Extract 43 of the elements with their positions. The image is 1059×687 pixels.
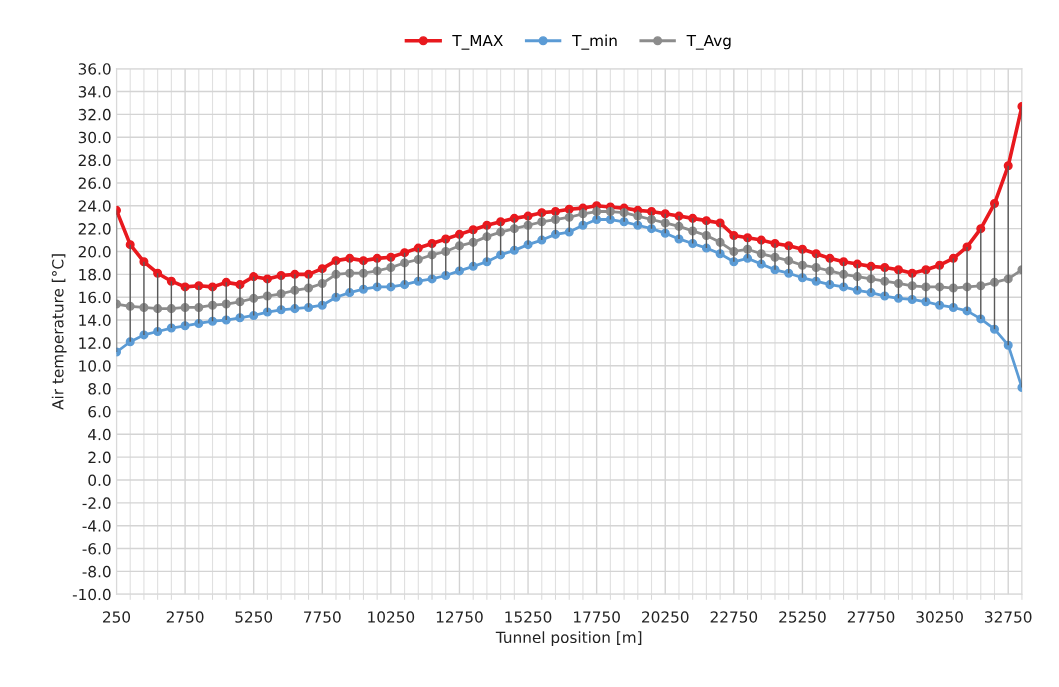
y-tick-label: 4.0 [88,428,111,441]
y-tick-label: 18.0 [79,268,111,281]
y-tick-label: 6.0 [88,405,111,418]
y-axis-title: Air temperature [°C] [51,254,67,410]
x-tick-label: 17750 [574,611,620,623]
y-tick-label: 24.0 [78,200,111,212]
y-tick-label: -6.0 [82,543,111,555]
y-tick-label: 16.0 [79,291,111,304]
x-tick-label: 15250 [505,611,552,623]
x-tick-label: 2750 [166,611,204,623]
x-axis-title: Tunnel position [m] [495,631,642,647]
y-tick-label: 8.0 [88,383,111,395]
y-tick-label: 32.0 [78,108,111,121]
y-tick-label: 36.0 [78,63,111,75]
legend-label: T_Avg [686,34,731,50]
x-tick-label: 7750 [304,611,341,623]
y-tick-label: 10.0 [79,360,111,372]
y-tick-label: -10.0 [72,588,111,601]
x-tick-label: 25250 [779,611,826,623]
legend-label: T_min [572,34,617,50]
y-tick-label: 2.0 [88,451,111,464]
y-tick-label: 12.0 [79,337,111,349]
y-tick-label: 26.0 [78,177,111,189]
y-tick-label: 22.0 [78,223,111,235]
x-tick-label: 32750 [985,611,1032,623]
y-tick-label: 34.0 [78,86,111,98]
y-tick-label: 20.0 [78,245,111,258]
y-tick-label: 14.0 [79,314,111,327]
x-tick-label: 27750 [847,611,895,623]
x-tick-label: 30250 [916,611,963,623]
y-tick-label: 0.0 [88,474,111,487]
x-tick-label: 10250 [368,611,415,623]
y-tick-label: 30.0 [78,131,111,144]
y-tick-label: -2.0 [82,497,111,509]
x-tick-label: 22750 [710,611,758,623]
legend-label: T_MAX [452,34,503,50]
y-tick-label: -8.0 [82,565,111,578]
x-tick-label: 250 [103,611,131,623]
x-tick-label: 5250 [235,611,273,623]
x-tick-label: 20250 [642,611,689,623]
x-tick-label: 12750 [436,611,483,623]
y-tick-label: -4.0 [82,520,111,532]
y-tick-label: 28.0 [78,154,111,167]
